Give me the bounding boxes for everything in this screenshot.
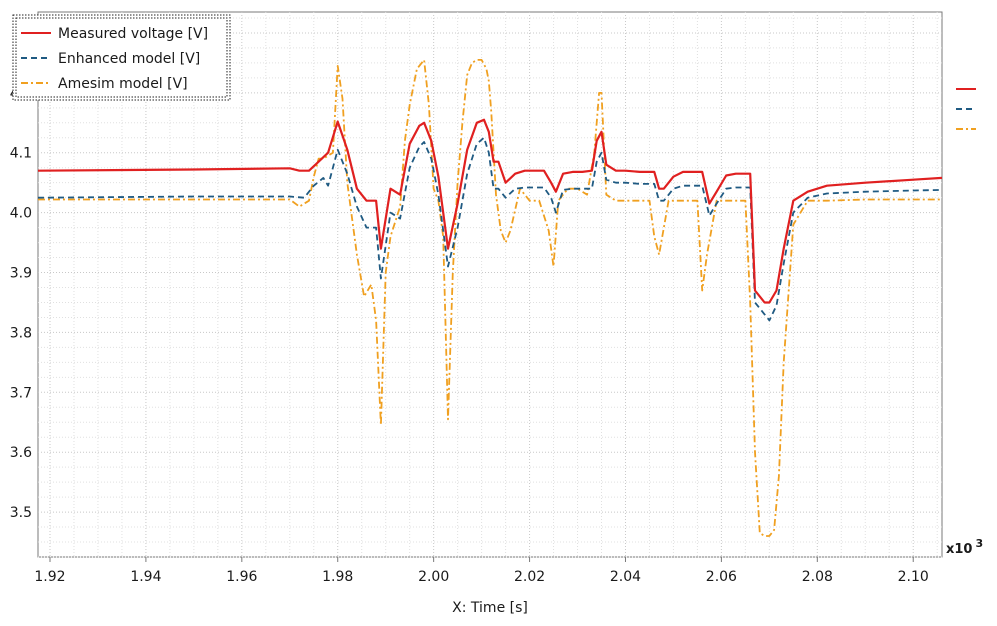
series-line-2 xyxy=(38,59,942,537)
x-scale-note: x10 3 xyxy=(946,537,983,557)
x-tick-label: 2.06 xyxy=(706,569,737,585)
legend-frame-inner xyxy=(15,17,228,98)
x-axis-title: X: Time [s] xyxy=(452,600,528,616)
x-tick-label: 1.96 xyxy=(226,569,257,585)
legend-label-measured: Measured voltage [V] xyxy=(58,26,208,42)
x-scale-base: x10 xyxy=(946,542,972,557)
x-tick-label: 1.98 xyxy=(322,569,353,585)
x-tick-label: 2.10 xyxy=(898,569,929,585)
x-tick-label: 2.04 xyxy=(610,569,641,585)
x-tick-label: 2.02 xyxy=(514,569,545,585)
x-axis-ticks: 1.92 1.94 1.96 1.98 2.00 2.02 2.04 2.06 2.08 2.10 xyxy=(34,557,929,585)
x-tick-label: 2.00 xyxy=(418,569,449,585)
y-tick-label: 3.5 xyxy=(10,505,32,521)
y-tick-label: 4.1 xyxy=(10,146,32,162)
y-tick-label: 3.6 xyxy=(10,445,32,461)
x-scale-exponent: 3 xyxy=(975,537,983,550)
series-line-0 xyxy=(37,118,943,304)
y-axis-ticks: 3.53.63.73.83.94.04.14.2 xyxy=(10,86,32,521)
legend: Measured voltage [V] Enhanced model [V] … xyxy=(12,14,231,101)
right-series-markers xyxy=(956,88,976,130)
series-line-1 xyxy=(37,136,943,322)
legend-frame-outer xyxy=(12,14,231,101)
x-tick-label: 1.92 xyxy=(34,569,65,585)
series-layer xyxy=(37,59,943,537)
x-tick-label: 1.94 xyxy=(130,569,161,585)
y-tick-label: 4.0 xyxy=(10,206,32,222)
x-tick-label: 2.08 xyxy=(802,569,833,585)
legend-label-amesim: Amesim model [V] xyxy=(58,76,188,92)
y-tick-label: 3.9 xyxy=(10,266,32,282)
y-tick-label: 3.7 xyxy=(10,385,32,401)
legend-label-enhanced: Enhanced model [V] xyxy=(58,51,200,67)
y-tick-label: 3.8 xyxy=(10,325,32,341)
